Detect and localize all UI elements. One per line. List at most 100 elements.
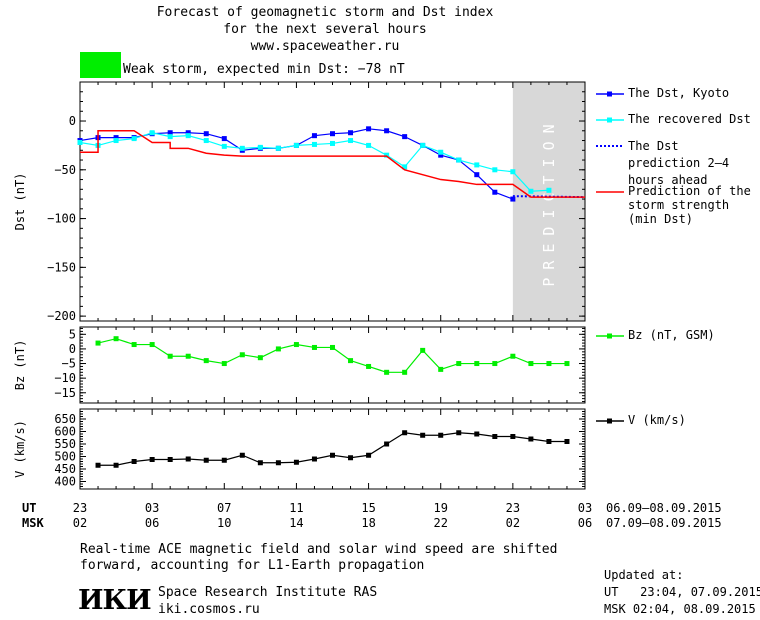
source-url: www.spaceweather.ru	[250, 39, 400, 54]
data-point-1-0-4	[167, 353, 173, 359]
institute-name: Space Research Institute RAS	[158, 585, 378, 600]
data-point-2-0-6	[203, 457, 209, 463]
data-point-0-1-24	[510, 169, 516, 175]
data-point-2-0-19	[438, 432, 444, 438]
y-tick-label: 400	[54, 475, 76, 489]
institute-site[interactable]: iki.cosmos.ru	[158, 602, 260, 617]
data-point-0-1-0	[77, 139, 83, 145]
data-point-0-1-8	[221, 143, 227, 149]
msk-tick-label: 06	[145, 516, 159, 530]
data-point-1-0-3	[149, 342, 155, 348]
msk-tick-label: 14	[289, 516, 303, 530]
data-point-1-0-1	[113, 336, 119, 342]
y-tick-label: −15	[54, 386, 76, 400]
data-point-0-1-18	[402, 164, 408, 170]
data-point-0-1-14	[330, 140, 335, 146]
data-point-1-0-25	[546, 361, 552, 367]
data-point-2-0-4	[167, 457, 173, 462]
prediction-band	[512, 82, 585, 321]
data-point-2-0-1	[113, 462, 119, 468]
storm-status-text: Weak storm, expected min Dst: −78 nT	[123, 62, 405, 77]
data-point-2-0-18	[420, 432, 426, 438]
data-point-1-0-2	[131, 342, 137, 348]
data-point-0-0-23	[492, 189, 498, 195]
ut-tick-label: 07	[217, 501, 231, 515]
data-point-0-1-13	[311, 141, 317, 147]
updated-ut: UT 23:04, 07.09.2015	[604, 585, 760, 599]
y-tick-label: 500	[54, 450, 76, 464]
data-point-2-0-7	[221, 457, 227, 463]
data-point-2-0-15	[366, 452, 372, 458]
data-point-0-1-17	[384, 152, 390, 158]
data-point-0-0-13	[311, 133, 317, 139]
data-point-0-1-25	[528, 188, 534, 194]
msk-axis-label: MSK	[22, 516, 44, 530]
legend-dst-prediction: The Dst prediction 2–4 hours ahead	[628, 139, 730, 187]
y-tick-label: −200	[47, 309, 76, 323]
data-point-1-0-14	[348, 358, 354, 364]
series-line-0-3	[80, 130, 585, 198]
data-point-1-0-5	[185, 353, 191, 359]
data-point-0-0-22	[474, 172, 480, 178]
data-point-2-0-22	[492, 434, 498, 439]
data-point-0-1-3	[131, 136, 137, 142]
y-tick-label: −100	[47, 212, 76, 226]
data-point-0-1-23	[492, 167, 498, 173]
data-point-2-0-2	[131, 459, 137, 464]
data-point-0-0-5	[167, 130, 173, 136]
data-point-0-0-24	[510, 196, 516, 202]
data-point-0-0-17	[384, 128, 390, 134]
data-point-0-1-5	[167, 134, 173, 140]
data-point-2-0-13	[330, 452, 335, 458]
y-tick-label: −10	[54, 371, 76, 385]
data-point-0-0-18	[402, 134, 408, 140]
legend-symbol-bz	[596, 333, 624, 339]
y-tick-label: 550	[54, 437, 76, 451]
y-tick-label: −150	[47, 260, 76, 274]
y-axis-title: Dst (nT)	[13, 173, 27, 231]
data-point-2-0-25	[546, 439, 552, 444]
ut-tick-label: 15	[361, 501, 375, 515]
legend-symbol-dst-kyoto	[596, 91, 624, 97]
data-point-0-0-6	[185, 130, 191, 136]
iki-logo: ИКИ	[78, 585, 152, 616]
data-point-2-0-3	[149, 457, 155, 462]
data-point-1-0-19	[438, 366, 444, 372]
ut-tick-label: 03	[578, 501, 592, 515]
data-point-1-0-0	[95, 340, 101, 346]
data-point-2-0-21	[474, 431, 480, 437]
msk-tick-label: 02	[506, 516, 520, 530]
legend-symbol-dst-recovered-marker	[607, 117, 612, 123]
data-point-0-0-8	[221, 136, 227, 142]
ut-tick-label: 23	[73, 501, 87, 515]
legend-symbol-dst-recovered	[596, 117, 624, 123]
data-point-1-0-13	[330, 344, 335, 350]
data-point-2-0-26	[564, 439, 570, 444]
y-tick-label: 0	[69, 342, 76, 356]
msk-tick-label: 10	[217, 516, 231, 530]
data-point-0-1-9	[239, 145, 245, 151]
legend-dst-recovered: The recovered Dst	[628, 112, 751, 126]
updated-label: Updated at:	[604, 568, 684, 582]
ut-tick-label: 19	[433, 501, 447, 515]
chart-title-line-2: for the next several hours	[223, 22, 427, 37]
y-axis-title: V (km/s)	[13, 420, 27, 478]
data-point-0-0-14	[330, 131, 335, 137]
y-tick-label: −5	[62, 357, 76, 371]
ut-axis-label: UT	[22, 501, 37, 515]
note-line-2: forward, accounting for L1-Earth propaga…	[80, 558, 425, 573]
legend-v: V (km/s)	[628, 413, 686, 427]
ut-tick-label: 03	[145, 501, 159, 515]
data-point-0-1-26	[546, 187, 552, 193]
msk-tick-label: 06	[578, 516, 592, 530]
data-point-0-1-15	[348, 138, 354, 144]
data-point-0-0-7	[203, 131, 209, 137]
data-point-2-0-17	[402, 430, 408, 436]
y-tick-label: −50	[54, 163, 76, 177]
data-point-1-0-9	[257, 355, 263, 361]
chart-title-line-1: Forecast of geomagnetic storm and Dst in…	[156, 5, 494, 20]
plot-frame	[79, 81, 586, 322]
data-point-0-1-7	[203, 138, 209, 144]
y-tick-label: 600	[54, 425, 76, 439]
